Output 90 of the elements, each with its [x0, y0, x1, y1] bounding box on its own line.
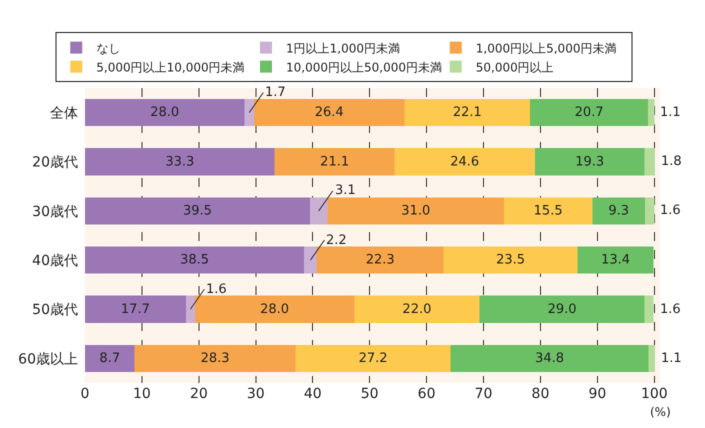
- x-tick-label: 0: [80, 386, 90, 402]
- y-tick-label: 50歳代: [32, 302, 78, 318]
- data-label: 9.3: [608, 203, 630, 218]
- data-label: 22.3: [366, 252, 395, 268]
- bar: [316, 246, 444, 274]
- x-axis-title: (%): [650, 405, 671, 419]
- bar: [85, 148, 275, 176]
- y-tick-label: 40歳代: [32, 252, 78, 269]
- bar: [244, 99, 254, 126]
- bar: [644, 148, 655, 176]
- x-tick-label: 30: [246, 386, 265, 402]
- x-tick-label: 60: [418, 386, 436, 402]
- data-label: 19.3: [575, 154, 604, 170]
- x-tick-label: 20: [190, 386, 208, 402]
- data-label: 1.1: [661, 351, 682, 366]
- bar: [274, 148, 395, 176]
- legend-label: 1円以上1,000円未満: [286, 41, 400, 56]
- y-tick-label: 全体: [50, 105, 78, 122]
- data-label: 1.8: [661, 154, 682, 169]
- bar: [648, 99, 654, 126]
- x-tick-label: 90: [588, 386, 606, 402]
- bar: [450, 344, 649, 372]
- x-tick-label: 100: [640, 386, 668, 402]
- bar: [592, 197, 646, 224]
- data-label: 29.0: [548, 302, 577, 317]
- data-label: 2.2: [326, 233, 347, 248]
- data-label: 1.6: [660, 302, 681, 317]
- bar: [310, 197, 328, 224]
- bar: [648, 344, 655, 372]
- y-tick-label: 30歳代: [32, 204, 78, 220]
- x-tick-label: 70: [474, 386, 492, 402]
- data-label: 28.0: [260, 302, 290, 317]
- bar: [194, 296, 354, 323]
- bar: [444, 246, 578, 274]
- bar: [134, 344, 296, 372]
- data-label: 21.1: [320, 154, 350, 170]
- bar: [85, 344, 135, 372]
- bar: [644, 296, 654, 323]
- data-label: 1.6: [660, 203, 681, 218]
- legend-label: 50,000円以上: [476, 60, 554, 74]
- x-tick-label: 40: [304, 386, 322, 402]
- data-label: 27.2: [358, 350, 388, 366]
- data-label: 3.1: [335, 183, 356, 198]
- data-label: 15.5: [534, 203, 563, 218]
- data-label: 34.8: [535, 350, 564, 366]
- legend-label: 1,000円以上5,000円未満: [476, 41, 616, 56]
- data-label: 39.5: [182, 203, 212, 218]
- data-label: 22.0: [402, 302, 432, 317]
- bar: [85, 197, 310, 224]
- data-label: 23.5: [496, 252, 526, 268]
- y-tick-label: 60歳以上: [18, 351, 78, 368]
- bar: [577, 246, 654, 274]
- x-tick-label: 50: [360, 386, 379, 402]
- bar: [504, 197, 592, 224]
- legend-label: 10,000円以上50,000円未満: [286, 60, 442, 74]
- y-tick-label: 20歳代: [32, 154, 78, 171]
- bar: [394, 148, 535, 176]
- data-label: 13.4: [601, 252, 630, 268]
- data-label: 26.4: [314, 105, 344, 120]
- bar: [85, 246, 304, 274]
- x-tick-label: 10: [133, 386, 151, 402]
- data-label: 1.7: [265, 85, 286, 100]
- bar: [296, 344, 450, 372]
- data-label: 38.5: [180, 252, 210, 268]
- legend-label: 5,000円以上10,000円未満: [96, 60, 245, 74]
- data-label: 1.6: [206, 282, 227, 297]
- bar: [530, 99, 648, 126]
- bar: [534, 148, 645, 176]
- bar: [85, 296, 186, 323]
- data-label: 22.1: [452, 105, 482, 120]
- bar: [480, 296, 645, 323]
- data-label: 24.6: [450, 154, 480, 170]
- bar: [404, 99, 530, 126]
- bar: [354, 296, 480, 323]
- data-label: 31.0: [401, 203, 430, 218]
- bar: [328, 197, 504, 224]
- bar: [304, 246, 317, 274]
- data-label: 28.0: [150, 105, 180, 120]
- data-label: 8.7: [99, 350, 120, 366]
- bar: [186, 296, 195, 323]
- bar: [254, 99, 404, 126]
- x-tick-label: 80: [532, 386, 550, 402]
- legend-label: なし: [96, 41, 120, 56]
- bar: [645, 197, 654, 224]
- data-label: 17.7: [120, 302, 150, 317]
- data-label: 1.1: [660, 105, 681, 120]
- data-label: 33.3: [165, 154, 194, 170]
- data-label: 28.3: [200, 350, 230, 366]
- data-label: 20.7: [574, 105, 604, 120]
- bar: [85, 99, 244, 126]
